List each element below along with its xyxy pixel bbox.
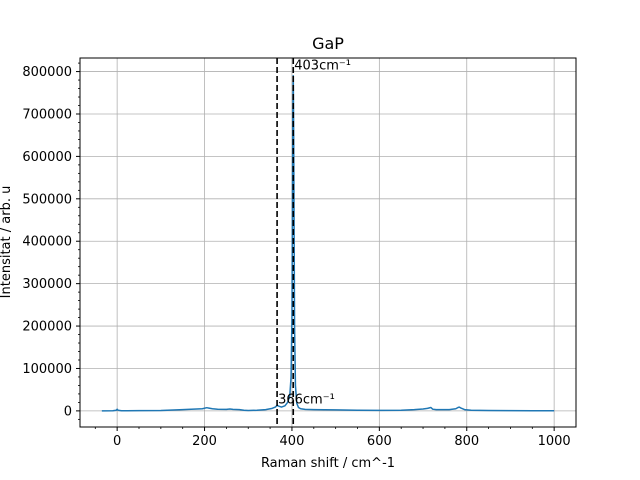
y-tick-label: 0 [64, 404, 72, 419]
x-tick-label: 400 [280, 434, 305, 449]
peak-annotation: 366cm⁻¹ [278, 392, 335, 407]
x-axis-label: Raman shift / cm^-1 [261, 456, 395, 471]
x-tick-label: 200 [192, 434, 217, 449]
ticks: 0 200 400 600 800 1000 0 100000 200000 300000 4000… [22, 62, 571, 449]
x-tick-label: 1000 [538, 434, 571, 449]
chart-title: GaP [312, 34, 344, 53]
y-tick-label: 600000 [22, 150, 72, 165]
peak-annotation: 403cm⁻¹ [294, 59, 351, 74]
grid [80, 58, 576, 427]
x-tick-label: 800 [454, 434, 479, 449]
y-axis-label: Intensitat / arb. u [0, 186, 14, 299]
y-tick-label: 100000 [22, 362, 72, 377]
y-tick-label: 400000 [22, 235, 72, 250]
spectrum-line [101, 75, 555, 412]
series-line-layer [101, 75, 555, 412]
reference-lines [276, 58, 295, 427]
annotations: 403cm⁻¹ 366cm⁻¹ [278, 59, 351, 408]
y-tick-label: 200000 [22, 320, 72, 335]
x-tick-label: 0 [113, 434, 121, 449]
plot-frame [79, 57, 577, 428]
y-tick-label: 300000 [22, 277, 72, 292]
y-tick-label: 500000 [22, 192, 72, 207]
y-tick-label: 800000 [22, 65, 72, 80]
y-tick-label: 700000 [22, 107, 72, 122]
x-tick-label: 600 [367, 434, 392, 449]
